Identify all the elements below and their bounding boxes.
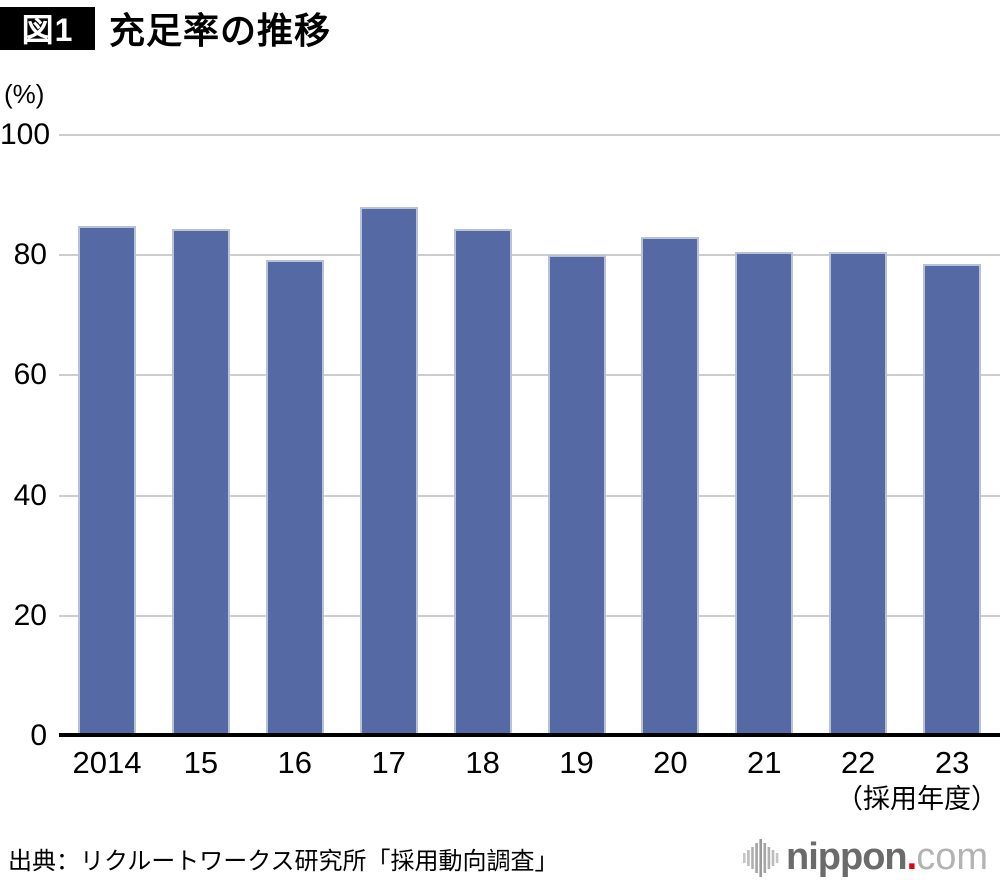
bar-17: [359, 207, 418, 736]
x-axis-tick-label-16: 16: [277, 745, 313, 780]
gridline-100: [59, 134, 1000, 136]
bar-19: [547, 255, 606, 736]
bar-18: [453, 229, 512, 736]
x-axis-tick-label-20: 20: [653, 745, 688, 780]
y-axis-tick-label-40: 40: [13, 478, 47, 512]
bar-2014: [78, 226, 136, 736]
x-axis-unit-label: （採用年度）: [836, 784, 998, 814]
y-axis-tick-label-60: 60: [13, 358, 47, 392]
gridline-40: [59, 494, 1000, 497]
y-axis-tick-label-0: 0: [30, 719, 47, 752]
gridline-20: [59, 614, 1000, 617]
bar-15: [171, 229, 230, 736]
figure-number-badge: 図1: [0, 6, 95, 50]
x-axis-line: [59, 733, 1000, 737]
bar-22: [829, 252, 888, 736]
gridline-80: [59, 254, 1000, 257]
bar-23: [923, 264, 982, 736]
figure-title: 充足率の推移: [109, 10, 332, 51]
x-axis-tick-label-21: 21: [747, 745, 782, 780]
nippon-logo: nippon.com: [743, 832, 988, 880]
x-axis-tick-label-2014: 2014: [72, 745, 142, 780]
logo-dot: .: [906, 835, 918, 878]
bar-20: [641, 237, 700, 736]
x-axis-tick-label-15: 15: [183, 745, 219, 780]
logo-tld: com: [916, 835, 988, 878]
logo-name: nippon: [786, 835, 908, 878]
y-axis-tick-label-20: 20: [13, 598, 47, 632]
bar-16: [265, 260, 324, 736]
x-axis-tick-label-22: 22: [840, 745, 876, 780]
figure-header: 図1 充足率の推移: [0, 2, 331, 54]
y-axis-tick-label-100: 100: [0, 118, 51, 151]
x-axis-tick-label-17: 17: [371, 745, 406, 780]
x-axis-tick-label-19: 19: [559, 745, 594, 780]
y-axis-tick-label-80: 80: [13, 238, 47, 272]
logo-text: nippon.com: [786, 835, 988, 879]
bar-chart-plot-area: 0 20 40 60 80 100: [0, 119, 1000, 752]
bar-21: [735, 252, 794, 736]
gridline-60: [59, 374, 1000, 377]
source-text: 出典：リクルートワークス研究所「採用動向調査」: [8, 848, 559, 875]
x-axis-tick-label-18: 18: [465, 745, 500, 780]
y-axis-unit-label: (%): [4, 79, 45, 109]
soundwave-icon: [743, 839, 779, 877]
x-axis-tick-label-23: 23: [934, 745, 970, 780]
